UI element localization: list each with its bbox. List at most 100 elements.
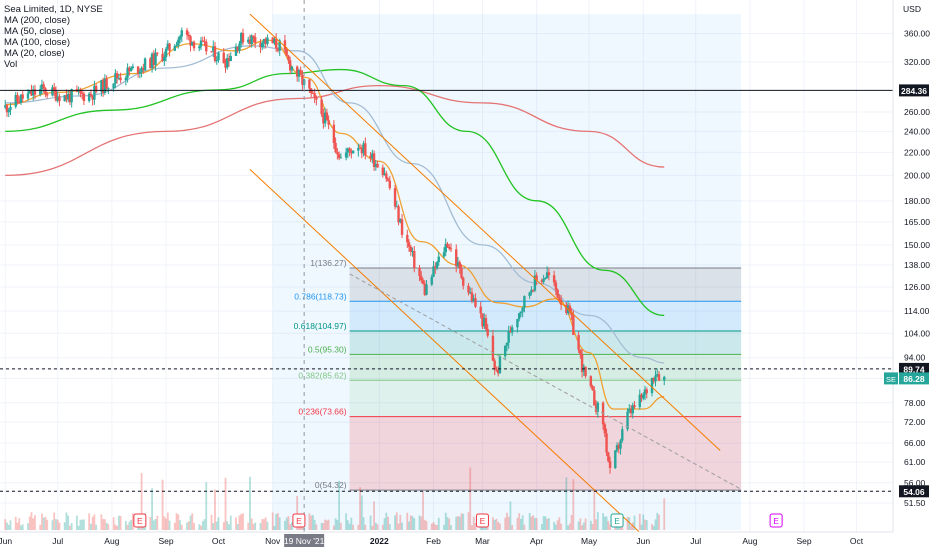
volume-bar	[53, 512, 56, 530]
candle-body	[52, 87, 56, 91]
candle-body	[580, 354, 584, 372]
candle-body	[656, 374, 659, 376]
volume-bar	[332, 525, 335, 530]
volume-bar	[357, 524, 360, 530]
candle-body	[7, 109, 10, 113]
price-tick-label: 104.00	[904, 328, 930, 338]
volume-bar	[644, 519, 646, 530]
volume-bar	[360, 495, 363, 530]
earnings-marker-label: E	[614, 516, 620, 526]
candle-body	[140, 67, 143, 72]
candle-body	[657, 374, 661, 381]
candle-body	[593, 390, 596, 406]
volume-bar	[201, 521, 204, 530]
price-tick-label: 61.00	[904, 457, 926, 467]
volume-bar	[371, 525, 374, 530]
candle-body	[558, 297, 561, 300]
volume-bar	[277, 513, 279, 530]
candle-body	[70, 89, 73, 103]
candle-body	[54, 90, 58, 101]
volume-bar	[362, 517, 365, 530]
candle-body	[423, 283, 426, 295]
candle-body	[547, 272, 551, 276]
candle-body	[217, 52, 220, 61]
volume-bar	[128, 521, 131, 530]
indicator-ma200-label[interactable]: MA (200, close)	[4, 15, 70, 26]
time-tick-label: Oct	[212, 536, 226, 546]
candle-body	[143, 58, 147, 71]
indicator-ma50-label[interactable]: MA (50, close)	[4, 26, 65, 37]
candle-body	[654, 375, 657, 382]
candle-body	[495, 369, 498, 371]
volume-bar	[591, 524, 594, 530]
volume-bar	[568, 523, 571, 530]
volume-bar	[18, 518, 21, 530]
candle-body	[435, 262, 439, 269]
volume-bar	[656, 512, 659, 530]
volume-bar	[191, 513, 194, 530]
volume-bar	[39, 524, 42, 530]
moving-averages	[5, 39, 665, 410]
indicator-volume-label[interactable]: Vol	[4, 59, 18, 70]
candle-body	[93, 85, 96, 100]
volume-bar	[76, 515, 78, 530]
volume-bar	[296, 495, 299, 530]
candle-body	[254, 37, 257, 43]
candlesticks	[4, 27, 666, 474]
volume-bar	[422, 491, 424, 530]
volume-bar	[544, 516, 547, 530]
volume-bar	[247, 522, 250, 530]
volume-bar	[450, 525, 452, 530]
volume-bar	[493, 519, 496, 530]
candle-body	[383, 173, 386, 176]
volume-bar	[628, 517, 631, 530]
candle-body	[189, 36, 192, 46]
price-tick-label: 51.50	[904, 498, 926, 508]
volume-bar	[520, 518, 522, 530]
candle-body	[177, 39, 180, 46]
price-tick-label: 150.00	[904, 240, 930, 250]
volume-bar	[499, 523, 501, 530]
volume-bar	[42, 517, 45, 530]
volume-bar	[69, 525, 71, 530]
indicator-ma100-label[interactable]: MA (100, close)	[4, 37, 70, 48]
earnings-marker-label: E	[296, 516, 302, 526]
candle-body	[250, 35, 253, 45]
volume-bar	[376, 524, 379, 530]
candle-body	[94, 85, 98, 92]
candle-body	[470, 292, 474, 302]
candle-body	[100, 80, 103, 92]
volume-bar	[364, 524, 367, 530]
candle-body	[156, 52, 159, 54]
cursor-date-label: 19 Nov '21	[284, 536, 325, 546]
candle-body	[628, 408, 631, 412]
candle-body	[168, 43, 171, 51]
volume-bar	[381, 524, 384, 530]
candle-body	[101, 80, 105, 93]
indicator-ma20-label[interactable]: MA (20, close)	[4, 48, 65, 59]
candle-body	[420, 275, 423, 281]
candle-body	[418, 267, 421, 276]
candle-body	[28, 90, 31, 94]
volume-bar	[663, 498, 666, 530]
volume-bar	[322, 523, 325, 530]
volume-bar	[215, 521, 218, 530]
volume-bar	[315, 524, 318, 530]
candle-body	[458, 262, 461, 268]
volume-bar	[388, 524, 391, 530]
volume-bar	[602, 513, 604, 530]
candle-body	[640, 394, 643, 399]
candle-body	[469, 292, 472, 294]
volume-bar	[46, 519, 49, 530]
candle-body	[584, 366, 587, 377]
earnings-marker-label: E	[773, 516, 779, 526]
candle-body	[374, 163, 378, 167]
candle-body	[115, 73, 119, 79]
volume-bar	[516, 517, 519, 530]
volume-bar	[413, 518, 416, 530]
candle-body	[126, 67, 129, 78]
candle-body	[399, 219, 402, 223]
candle-body	[79, 90, 82, 94]
